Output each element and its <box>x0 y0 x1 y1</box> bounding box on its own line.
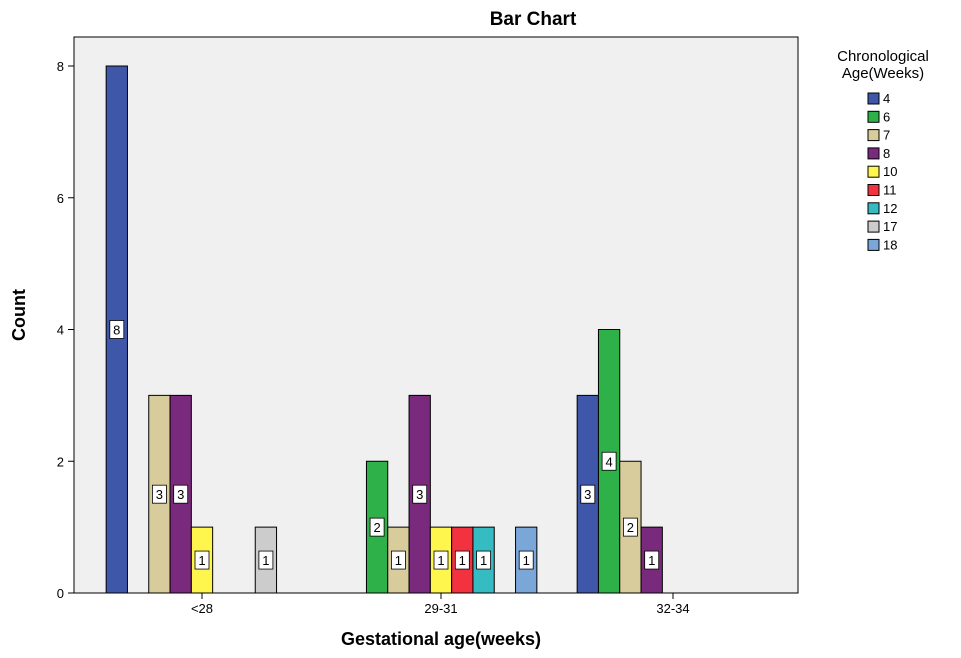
data-label-box <box>151 484 167 504</box>
plot-area <box>73 36 799 594</box>
legend-swatch <box>867 165 880 178</box>
data-label: 8 <box>113 323 120 338</box>
legend-label: 4 <box>883 91 890 106</box>
data-label-box <box>369 517 385 537</box>
data-label-box <box>194 550 210 570</box>
y-tick-label: 6 <box>57 191 64 206</box>
legend-label: 18 <box>883 237 897 252</box>
data-label: 1 <box>262 553 269 568</box>
legend-items: 4 6 7 8 10 11 12 17 18 <box>867 91 897 252</box>
data-label-box <box>623 517 638 537</box>
legend-swatch <box>867 238 880 251</box>
legend-label: 10 <box>883 164 897 179</box>
x-axis-title: Gestational age(weeks) <box>341 629 541 649</box>
data-label: 1 <box>395 553 402 568</box>
data-label-box <box>454 550 470 570</box>
data-label: 2 <box>627 520 634 535</box>
data-label: 1 <box>459 553 466 568</box>
legend-label: 11 <box>883 183 897 198</box>
y-tick-label: 8 <box>57 59 64 74</box>
data-label-box <box>258 550 274 570</box>
data-label-box <box>173 484 189 504</box>
legend-swatch <box>867 184 880 196</box>
legend-label: 6 <box>883 109 890 124</box>
data-label-box <box>580 484 596 504</box>
y-axis: 0 2 4 6 8 <box>57 59 74 601</box>
legend-title-line-2: Age(Weeks) <box>842 65 924 82</box>
data-label-box <box>390 550 406 570</box>
data-label: 1 <box>480 553 487 568</box>
legend-swatch <box>867 110 880 123</box>
data-label: 3 <box>156 487 163 502</box>
x-tick-label: <28 <box>191 601 213 616</box>
x-tick-label: 32-34 <box>656 601 689 616</box>
legend-label: 7 <box>883 128 890 143</box>
data-label-box <box>476 550 492 570</box>
legend: Chronological Age(Weeks) 4 6 7 8 10 11 12 17 18 <box>837 48 929 252</box>
data-label-box <box>601 451 617 471</box>
data-label: 3 <box>584 487 591 502</box>
legend-swatch <box>867 92 880 105</box>
data-label: 4 <box>605 454 612 469</box>
y-tick-label: 4 <box>57 323 64 338</box>
legend-swatch <box>867 129 880 142</box>
data-label: 1 <box>648 553 655 568</box>
legend-swatch <box>867 147 880 160</box>
data-label: 1 <box>198 553 205 568</box>
data-label-box <box>644 550 660 570</box>
legend-title-line-1: Chronological <box>837 48 929 65</box>
data-label-box <box>433 550 449 570</box>
legend-swatch <box>867 220 880 233</box>
bars <box>105 65 663 594</box>
data-label: 3 <box>177 487 184 502</box>
y-tick-label: 0 <box>57 586 64 601</box>
data-label: 3 <box>416 487 423 502</box>
data-label: 2 <box>373 520 380 535</box>
x-axis: <28 29-31 32-34 <box>191 593 690 616</box>
y-axis-title: Count <box>9 289 29 341</box>
chart-title: Bar Chart <box>490 9 577 30</box>
data-label-box <box>412 484 428 504</box>
data-label: 1 <box>437 553 444 568</box>
legend-label: 8 <box>883 146 890 161</box>
legend-label: 17 <box>883 219 897 234</box>
data-label: 1 <box>523 553 530 568</box>
x-tick-label: 29-31 <box>424 601 457 616</box>
data-label-box <box>109 320 125 339</box>
data-label-box <box>518 550 534 570</box>
legend-swatch <box>867 202 880 215</box>
y-tick-label: 2 <box>57 454 64 469</box>
legend-label: 12 <box>883 201 897 216</box>
